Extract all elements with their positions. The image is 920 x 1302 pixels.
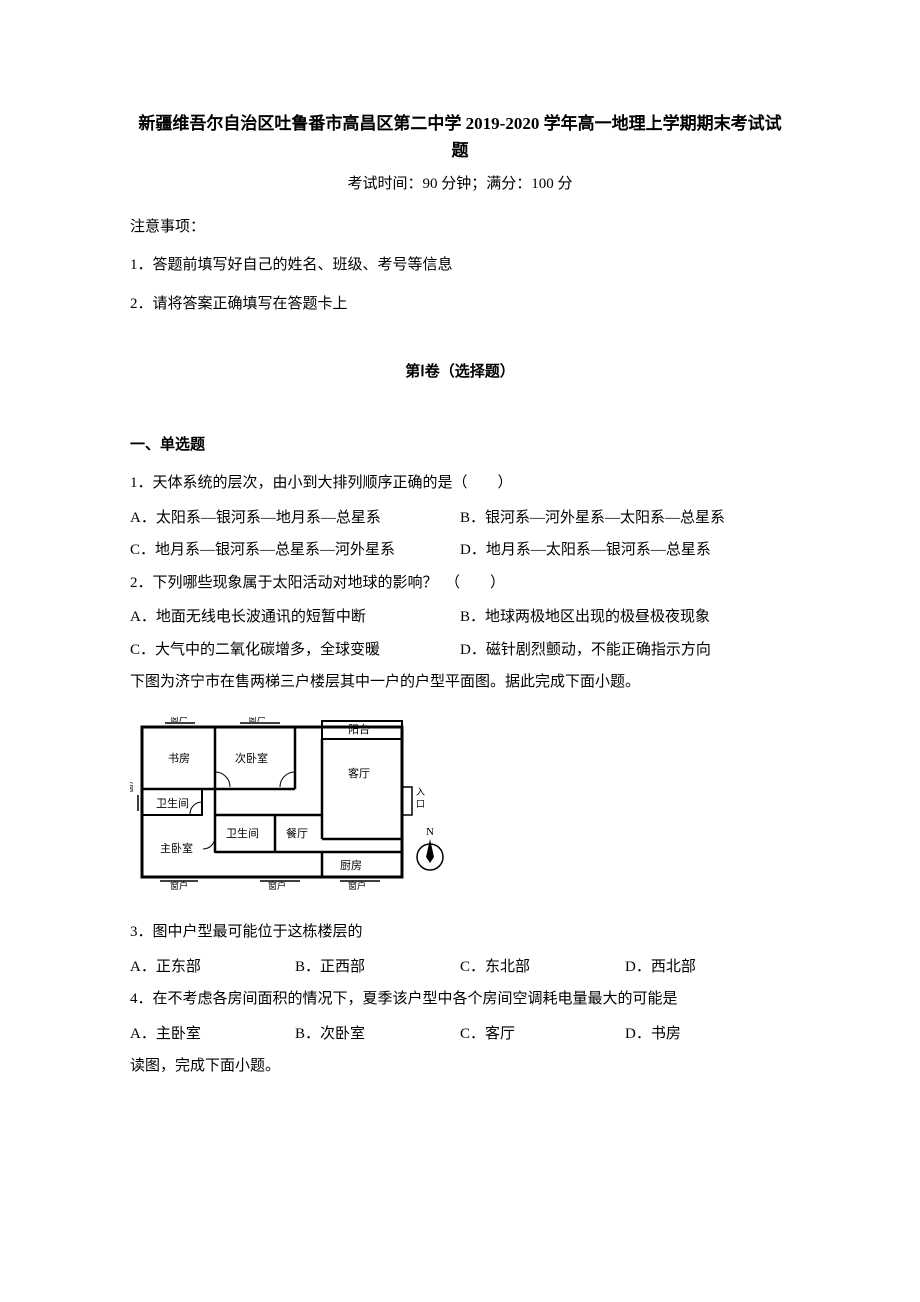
- room-label: 厨房: [340, 859, 362, 872]
- question-stem: 2．下列哪些现象属于太阳活动对地球的影响？ （ ）: [130, 569, 790, 598]
- room-label: 餐厅: [286, 826, 308, 840]
- window-label: 窗户: [248, 717, 266, 723]
- option-a: A．地面无线电长波通讯的短暂中断: [130, 603, 460, 632]
- subsection-header: 一、单选题: [130, 431, 790, 460]
- window-label: 窗户: [170, 717, 188, 723]
- passage-text: 下图为济宁市在售两梯三户楼层其中一户的户型平面图。据此完成下面小题。: [130, 668, 790, 697]
- option-d: D．书房: [625, 1020, 790, 1049]
- room-label: 客厅: [348, 766, 370, 780]
- question-stem: 1．天体系统的层次，由小到大排列顺序正确的是（ ）: [130, 469, 790, 498]
- room-label: 书房: [168, 752, 190, 765]
- question-stem: 3．图中户型最可能位于这栋楼层的: [130, 918, 790, 947]
- floor-plan-svg: 书房 次卧室 客厅 阳台 卫生间 卫生间 餐厅 主卧室 厨房 窗户 窗户 窗户 …: [130, 717, 460, 892]
- doc-title: 新疆维吾尔自治区吐鲁番市高昌区第二中学 2019-2020 学年高一地理上学期期…: [130, 110, 790, 164]
- floor-plan-figure: 书房 次卧室 客厅 阳台 卫生间 卫生间 餐厅 主卧室 厨房 窗户 窗户 窗户 …: [130, 717, 790, 903]
- option-d: D．磁针剧烈颤动，不能正确指示方向: [460, 636, 790, 665]
- entry-label: 口: [416, 799, 425, 809]
- option-c: C．地月系—银河系—总星系—河外星系: [130, 536, 460, 565]
- option-d: D．西北部: [625, 953, 790, 982]
- window-label: 窗户: [170, 880, 188, 891]
- room-label: 次卧室: [235, 751, 268, 765]
- window-label: 窗户: [130, 775, 134, 793]
- option-c: C．东北部: [460, 953, 625, 982]
- note-item: 2．请将答案正确填写在答题卡上: [130, 290, 790, 319]
- option-a: A．主卧室: [130, 1020, 295, 1049]
- compass-n: N: [426, 826, 434, 838]
- option-b: B．银河系—河外星系—太阳系—总星系: [460, 504, 790, 533]
- question-stem: 4．在不考虑各房间面积的情况下，夏季该户型中各个房间空调耗电量最大的可能是: [130, 985, 790, 1014]
- section-header: 第Ⅰ卷（选择题）: [130, 358, 790, 387]
- room-label: 阳台: [348, 722, 370, 736]
- option-c: C．大气中的二氧化碳增多，全球变暖: [130, 636, 460, 665]
- option-d: D．地月系—太阳系—银河系—总星系: [460, 536, 790, 565]
- entry-label: 入: [416, 787, 425, 797]
- window-label: 窗户: [348, 880, 366, 891]
- compass-icon: N: [417, 826, 443, 870]
- option-b: B．地球两极地区出现的极昼极夜现象: [460, 603, 790, 632]
- exam-info: 考试时间：90 分钟；满分：100 分: [130, 170, 790, 199]
- option-b: B．正西部: [295, 953, 460, 982]
- notes-heading: 注意事项：: [130, 213, 790, 242]
- option-b: B．次卧室: [295, 1020, 460, 1049]
- note-item: 1．答题前填写好自己的姓名、班级、考号等信息: [130, 251, 790, 280]
- room-label: 卫生间: [156, 796, 189, 810]
- window-label: 窗户: [268, 880, 286, 891]
- option-a: A．太阳系—银河系—地月系—总星系: [130, 504, 460, 533]
- passage-text: 读图，完成下面小题。: [130, 1052, 790, 1081]
- room-label: 卫生间: [226, 826, 259, 840]
- option-c: C．客厅: [460, 1020, 625, 1049]
- option-a: A．正东部: [130, 953, 295, 982]
- room-label: 主卧室: [160, 841, 193, 855]
